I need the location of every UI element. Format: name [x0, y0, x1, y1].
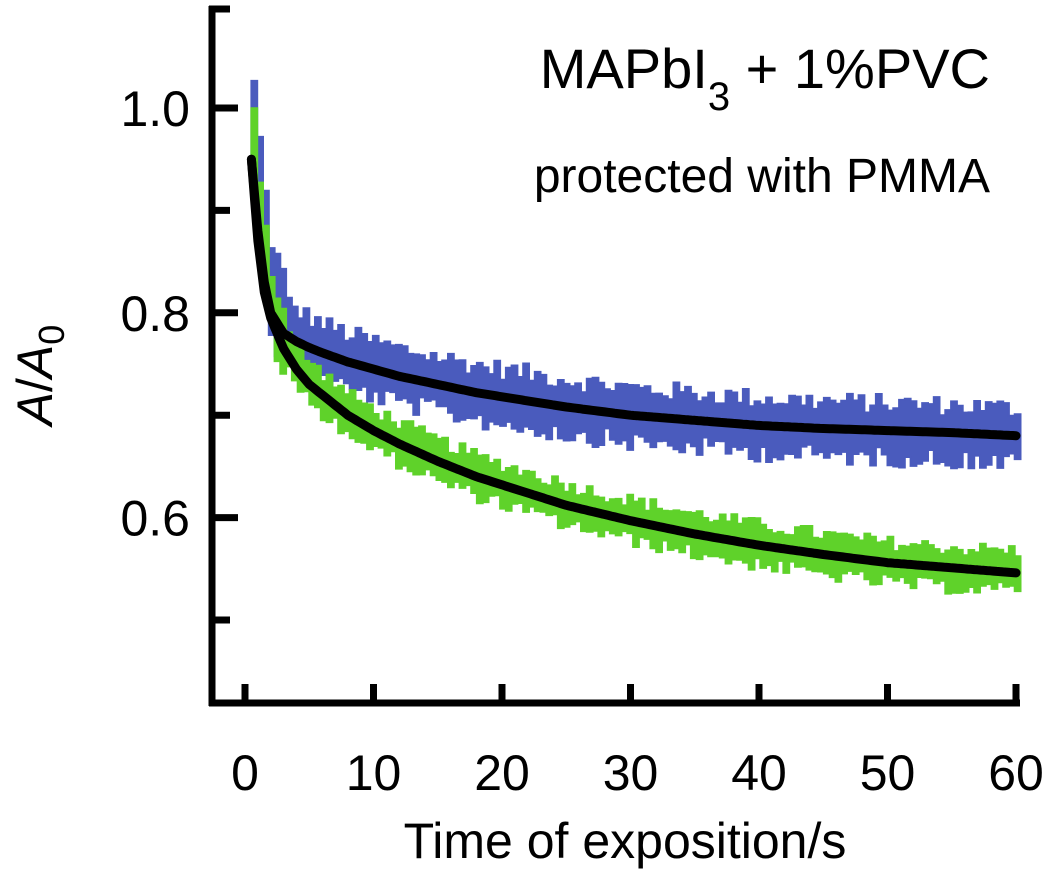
y-axis-title: A/A0: [7, 325, 72, 429]
subtitle: protected with PMMA: [534, 150, 990, 203]
y-tick-label: 1.0: [120, 81, 190, 137]
x-tick-label: 40: [731, 745, 787, 801]
band-blue-data: [250, 79, 1022, 470]
title: MAPbI3 + 1%PVC: [540, 37, 990, 119]
data-bands: [250, 79, 1022, 595]
title-subscript: 3: [708, 75, 730, 119]
y-tick-label: 0.6: [120, 491, 190, 547]
x-tick-label: 30: [603, 745, 659, 801]
x-axis-title: Time of exposition/s: [404, 813, 847, 869]
fit-lines: [246, 154, 1021, 578]
x-tick-label: 10: [346, 745, 402, 801]
y-ticks: 0.6 0.8 1.0: [120, 81, 238, 624]
x-tick-label: 50: [860, 745, 916, 801]
axes: 0.6 0.8 1.0 0 10 20 30 40 50 60: [120, 5, 1044, 801]
line-blue-fit: [246, 154, 1021, 441]
x-tick-label: 0: [231, 745, 259, 801]
x-ticks: 0 10 20 30 40 50 60: [231, 684, 1044, 801]
x-tick-label: 60: [988, 745, 1044, 801]
x-tick-label: 20: [474, 745, 530, 801]
y-tick-label: 0.8: [120, 286, 190, 342]
band-green-data: [250, 107, 1022, 595]
line-green-fit: [246, 154, 1021, 578]
